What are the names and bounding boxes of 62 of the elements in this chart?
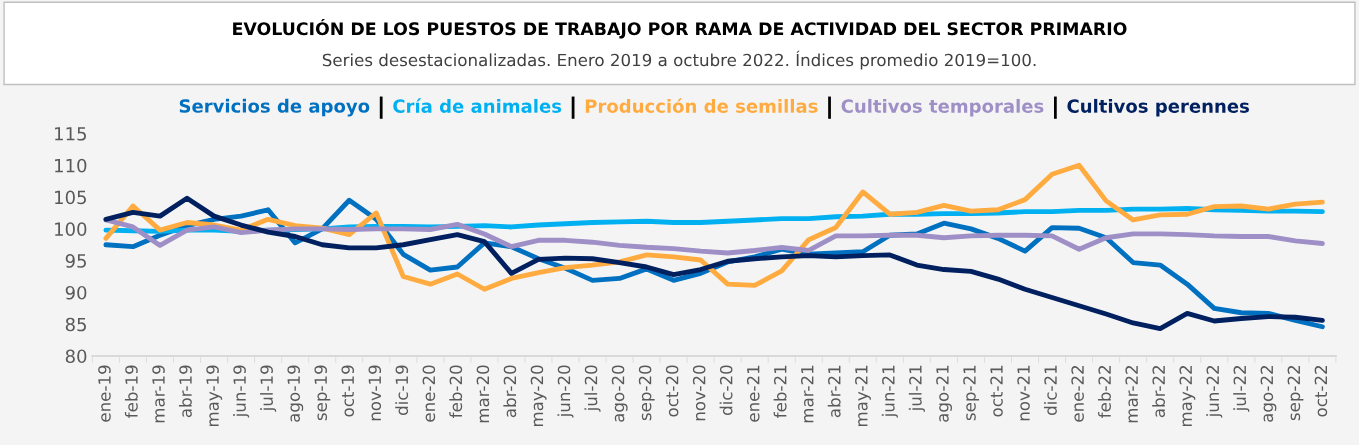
x-tick-label: abr-21 — [827, 365, 841, 418]
x-tick-label: jun-20 — [557, 365, 574, 418]
x-tick-label: sep-22 — [1287, 366, 1304, 421]
x-tick-label: oct-19 — [341, 365, 355, 417]
text: Cultivos perennes — [1067, 98, 1249, 117]
y-tick-label: 110 — [55, 158, 87, 173]
y-tick-label: 80 — [65, 349, 87, 364]
x-tick-label: mar-22 — [1125, 366, 1138, 423]
x-tick-label: feb-20 — [449, 365, 463, 418]
x-tick-label: may-21 — [855, 365, 871, 427]
x-tick-label: may-20 — [530, 365, 547, 427]
x-tick-label: ago-22 — [1260, 366, 1277, 422]
x-tick-label: mar-20 — [476, 365, 490, 423]
text: Servicios de apoyo — [179, 98, 370, 117]
y-tick-label: 100 — [55, 222, 87, 236]
x-tick-label: nov-19 — [368, 365, 382, 421]
x-tick-label: nov-20 — [692, 365, 706, 421]
text: Producción de semillas — [585, 98, 818, 113]
x-tick-label: ago-21 — [936, 365, 952, 422]
y-tick-label: 95 — [65, 254, 86, 268]
x-tick-label: feb-19 — [124, 365, 138, 418]
x-tick-label: sep-19 — [314, 365, 331, 421]
y-tick-label: 90 — [65, 285, 87, 300]
x-tick-label: jul-20 — [584, 365, 601, 412]
x-tick-label: ene-21 — [746, 365, 760, 422]
text: Cultivos temporales — [841, 98, 1044, 117]
x-tick-label: sep-20 — [638, 365, 655, 421]
x-tick-label: jul-22 — [1233, 366, 1250, 412]
x-tick-label: ene-20 — [422, 365, 436, 422]
x-tick-label: dic-19 — [395, 365, 409, 416]
x-tick-label: oct-20 — [665, 365, 679, 417]
x-tick-label: oct-22 — [1314, 366, 1328, 417]
y-tick-label: 105 — [55, 190, 86, 205]
y-tick-label: 85 — [65, 317, 86, 332]
x-tick-label: ene-19 — [98, 365, 111, 422]
x-tick-label: feb-22 — [1098, 366, 1111, 418]
x-tick-label: jun-19 — [233, 365, 250, 418]
chart-subtitle: Series desestacionalizadas. Enero 2019 a octubre 2022. Índices promedio 2019=100. — [322, 50, 1036, 70]
chart-title: EVOLUCIÓN DE LOS PUESTOS DE TRABAJO POR RAMA DE ACTIVIDAD DEL SECTOR PRIMARIO — [233, 19, 1127, 39]
x-tick-label: mar-21 — [801, 365, 814, 423]
x-tick-label: abr-20 — [503, 365, 517, 418]
x-tick-label: dic-21 — [1043, 365, 1057, 416]
x-tick-label: abr-19 — [178, 365, 192, 418]
x-tick-label: mar-19 — [152, 365, 165, 423]
x-tick-label: nov-21 — [1017, 365, 1030, 421]
line-series — [103, 217, 1325, 256]
x-tick-label: jul-19 — [260, 365, 277, 412]
y-tick-label: 115 — [55, 127, 86, 141]
x-tick-label: may-22 — [1179, 366, 1196, 427]
x-tick-label: abr-22 — [1152, 366, 1166, 418]
x-tick-label: oct-21 — [990, 365, 1003, 417]
x-tick-label: ene-22 — [1071, 366, 1084, 422]
x-tick-label: jul-21 — [908, 365, 925, 412]
x-tick-label: jun-22 — [1206, 366, 1223, 418]
text: Cría de animales — [393, 98, 562, 113]
x-tick-label: may-19 — [206, 365, 223, 427]
x-tick-label: sep-21 — [963, 365, 980, 421]
x-tick-label: ago-20 — [611, 365, 628, 422]
x-tick-label: feb-21 — [773, 365, 787, 418]
x-tick-label: jun-21 — [881, 365, 898, 418]
x-tick-label: ago-19 — [287, 365, 304, 422]
x-tick-label: dic-20 — [719, 365, 733, 416]
